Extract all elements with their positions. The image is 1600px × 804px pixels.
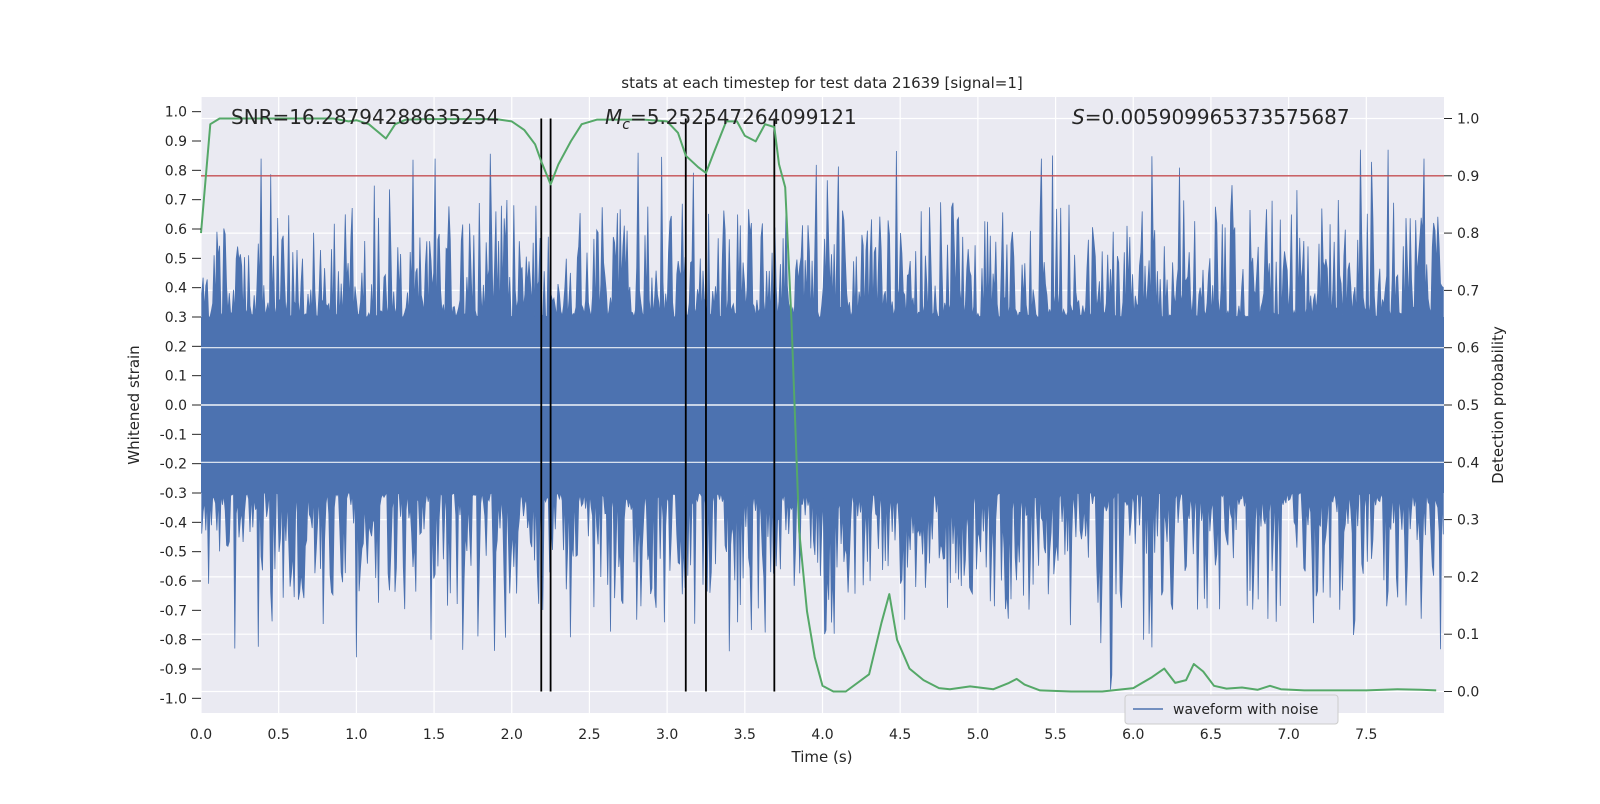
y2-tick-label: 0.1 — [1457, 627, 1479, 643]
legend-label: waveform with noise — [1173, 702, 1318, 718]
y2-tick-label: 0.4 — [1457, 455, 1479, 471]
x-tick-label: 1.5 — [423, 727, 445, 743]
vertical-lines — [540, 118, 776, 692]
y2-tick-label: 0.3 — [1457, 513, 1479, 529]
y-tick-label: 0.2 — [165, 339, 187, 355]
x-tick-label: 5.0 — [967, 727, 989, 743]
y2-axis-label: Detection probability — [1489, 326, 1507, 484]
tick-labels: 0.0 0.5 1.0 1.5 2.0 2.5 3.0 3.5 4.0 4.5 5.0 5.5 6.0 6… — [160, 105, 1480, 743]
y2-tick-label: 0.0 — [1457, 685, 1479, 701]
x-tick-label: 0.0 — [190, 727, 212, 743]
legend: waveform with noise — [1124, 694, 1339, 725]
x-tick-label: 6.0 — [1122, 727, 1144, 743]
y-tick-label: -1.0 — [160, 691, 187, 707]
y-tick-label: 0.5 — [165, 251, 187, 267]
y-tick-label: -0.1 — [160, 427, 187, 443]
y-tick-label: 0.8 — [165, 163, 187, 179]
probability-series — [200, 117, 1437, 693]
x-tick-label: 5.5 — [1044, 727, 1066, 743]
x-tick-label: 1.0 — [345, 727, 367, 743]
x-tick-label: 3.5 — [734, 727, 756, 743]
y-tick-label: 0.3 — [165, 310, 187, 326]
x-tick-label: 4.0 — [811, 727, 833, 743]
y-tick-label: -0.2 — [160, 457, 187, 473]
y-tick-label: -0.8 — [160, 633, 187, 649]
chart-title: stats at each timestep for test data 216… — [621, 74, 1022, 92]
x-tick-label: 2.5 — [578, 727, 600, 743]
y-tick-label: -0.7 — [160, 603, 187, 619]
s-annotation: S=0.005909965373575687 — [1072, 105, 1350, 129]
y2-tick-label: 0.9 — [1457, 169, 1479, 185]
y-tick-label: -0.5 — [160, 545, 187, 561]
y2-tick-label: 0.7 — [1457, 283, 1479, 299]
y2-tick-label: 1.0 — [1457, 111, 1479, 127]
x-tick-label: 4.5 — [889, 727, 911, 743]
probability-line — [200, 117, 1437, 693]
y-tick-label: 0.4 — [165, 281, 187, 297]
x-axis-label: Time (s) — [791, 748, 853, 766]
y-tick-label: -0.3 — [160, 486, 187, 502]
y-tick-label: 0.1 — [165, 369, 187, 385]
y-axis-label: Whitened strain — [125, 345, 143, 464]
y2-tick-label: 0.8 — [1457, 226, 1479, 242]
chirp-mass-annotation: Mc=5.252547264099121 — [605, 105, 857, 133]
y2-tick-label: 0.6 — [1457, 341, 1479, 357]
x-tick-label: 3.0 — [656, 727, 678, 743]
y2-tick-label: 0.5 — [1457, 398, 1479, 414]
x-tick-label: 7.5 — [1355, 727, 1377, 743]
x-tick-label: 6.5 — [1200, 727, 1222, 743]
snr-annotation: SNR=16.28794288635254 — [231, 105, 499, 129]
y-tick-label: -0.9 — [160, 662, 187, 678]
y-tick-label: 0.7 — [165, 193, 187, 209]
y-tick-label: -0.6 — [160, 574, 187, 590]
y-tick-label: 0.6 — [165, 222, 187, 238]
legend-box — [1124, 694, 1339, 725]
y-tick-label: 1.0 — [165, 105, 187, 121]
y2-tick-label: 0.2 — [1457, 570, 1479, 586]
waveform-series — [201, 149, 1444, 690]
y-tick-label: 0.9 — [165, 134, 187, 150]
y-tick-label: -0.4 — [160, 515, 187, 531]
x-tick-label: 0.5 — [268, 727, 290, 743]
x-tick-label: 7.0 — [1277, 727, 1299, 743]
y-tick-label: 0.0 — [165, 398, 187, 414]
x-tick-label: 2.0 — [501, 727, 523, 743]
